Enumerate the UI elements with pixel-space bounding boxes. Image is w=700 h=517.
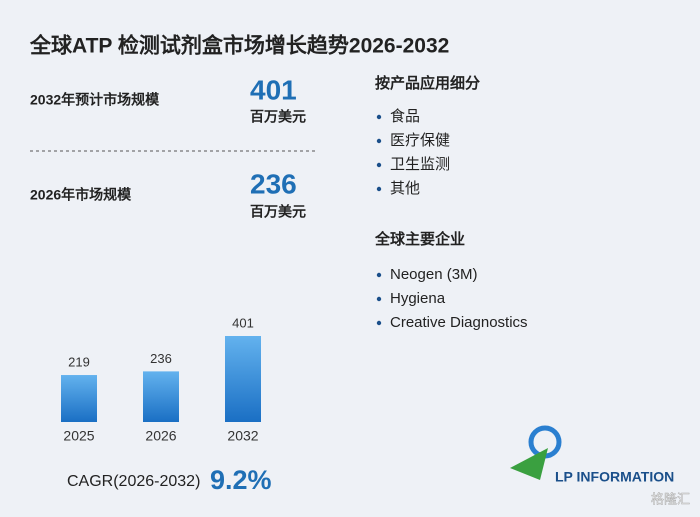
cagr-label: CAGR(2026-2032) [67, 473, 200, 490]
segments-title: 按产品应用细分 [375, 74, 480, 92]
bar [225, 336, 261, 422]
logo-text: LP INFORMATION [555, 469, 674, 485]
bullet [376, 296, 382, 302]
bar [143, 371, 179, 422]
logo-leaf [510, 448, 548, 480]
x-tick-label: 2026 [145, 428, 176, 444]
value-label: 401 [232, 315, 254, 330]
list-item: Creative Diagnostics [390, 314, 528, 331]
title: 全球ATP 检测试剂盒市场增长趋势2026-2032 [29, 34, 449, 58]
list-item: 医疗保健 [390, 132, 450, 149]
cagr-value: 9.2% [210, 465, 272, 495]
x-tick-label: 2025 [63, 428, 94, 444]
bullet [376, 114, 382, 120]
list-item: 卫生监测 [390, 156, 450, 173]
stat-label: 2032年预计市场规模 [30, 92, 160, 108]
list-item: Neogen (3M) [390, 266, 478, 283]
bar [61, 375, 97, 422]
value-label: 219 [68, 354, 90, 369]
companies-title: 全球主要企业 [374, 230, 465, 248]
watermark: 格隆汇 [651, 491, 690, 506]
bullet [376, 320, 382, 326]
stat-unit: 百万美元 [250, 204, 306, 220]
list-item: Hygiena [390, 290, 446, 307]
stat-value: 236 [250, 168, 297, 199]
x-tick-label: 2032 [227, 428, 258, 444]
value-label: 236 [150, 351, 172, 366]
bullet [376, 272, 382, 278]
logo: LP INFORMATION [510, 425, 674, 485]
stat-label: 2026年市场规模 [30, 187, 132, 203]
bullet [376, 162, 382, 168]
list-item: 其他 [390, 180, 420, 197]
stat-value: 401 [250, 74, 297, 105]
stat-unit: 百万美元 [250, 109, 306, 125]
bullet [376, 186, 382, 192]
list-item: 食品 [390, 108, 420, 125]
bullet [376, 138, 382, 144]
